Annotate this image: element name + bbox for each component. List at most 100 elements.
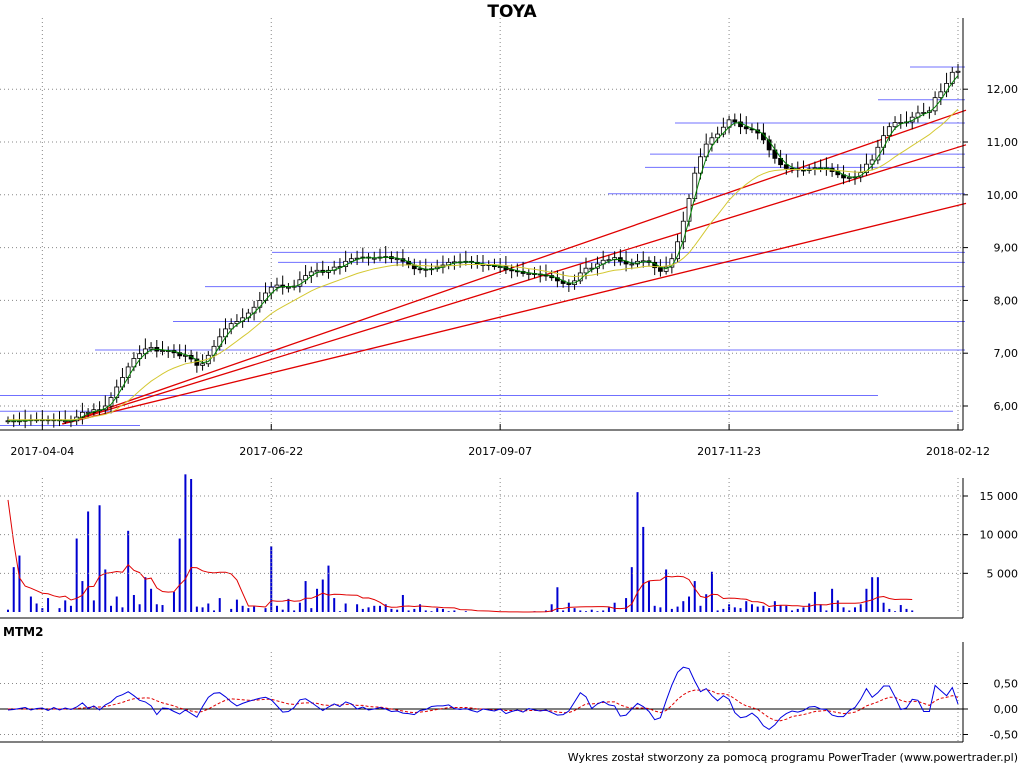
- volume-bar: [293, 610, 296, 612]
- volume-bar: [836, 600, 839, 612]
- volume-bar: [544, 610, 547, 612]
- volume-bar: [195, 606, 198, 612]
- volume-bar: [390, 608, 393, 612]
- volume-bar: [779, 605, 782, 612]
- y-tick-label: 8,00: [994, 294, 1019, 307]
- volume-bar: [333, 598, 336, 612]
- candle-body: [348, 258, 354, 262]
- candle-body: [371, 257, 377, 260]
- volume-bar: [132, 594, 135, 612]
- volume-bar: [710, 571, 713, 612]
- candle-body: [949, 71, 955, 84]
- volume-bar: [253, 606, 256, 612]
- volume-bar: [155, 604, 158, 612]
- volume-bar: [831, 588, 834, 612]
- y-tick-label: 11,00: [987, 136, 1019, 149]
- candle-body: [314, 269, 320, 273]
- y-tick-label: 9,00: [994, 242, 1019, 255]
- volume-bar: [338, 611, 341, 612]
- volume-y-tick-label: 5 000: [987, 567, 1019, 580]
- volume-bar: [888, 608, 891, 612]
- volume-bar: [607, 607, 610, 612]
- candle-body: [743, 126, 749, 130]
- candle-body: [658, 267, 663, 272]
- candle-body: [160, 350, 165, 352]
- volume-bar: [58, 608, 61, 612]
- mtm-signal-line: [8, 689, 959, 722]
- candle-body: [303, 275, 308, 281]
- candle-body: [938, 91, 944, 99]
- candle-body: [217, 336, 223, 347]
- volume-bar: [413, 608, 416, 612]
- volume-bar: [356, 604, 359, 612]
- candle-body: [732, 119, 738, 123]
- volume-bar: [441, 608, 444, 612]
- volume-bar: [150, 588, 153, 612]
- volume-bar: [905, 608, 908, 612]
- volume-bar: [596, 611, 599, 612]
- volume-bar: [602, 610, 605, 612]
- candle-body: [892, 122, 898, 128]
- volume-bar: [87, 511, 90, 612]
- volume-bar: [579, 610, 582, 612]
- volume-bar: [115, 596, 118, 612]
- candle-body: [234, 321, 240, 325]
- volume-bar: [172, 591, 175, 612]
- mtm-y-tick-label: 0,50: [994, 678, 1019, 691]
- volume-y-tick-label: 15 000: [980, 490, 1019, 503]
- candle-body: [858, 172, 864, 178]
- volume-bar: [865, 588, 868, 612]
- volume-bar: [247, 608, 250, 612]
- mtm-line: [7, 666, 959, 731]
- candle-body: [526, 273, 532, 275]
- candle-body: [875, 146, 881, 161]
- volume-bar: [899, 605, 902, 612]
- chart-title: TOYA: [487, 2, 537, 22]
- volume-bar: [361, 608, 364, 612]
- volume-bar: [430, 611, 433, 612]
- volume-bar: [842, 607, 845, 612]
- volume-bar: [161, 605, 164, 612]
- volume-bar: [802, 607, 805, 612]
- volume-bar: [894, 611, 897, 612]
- volume-bar: [819, 604, 822, 612]
- volume-bar: [659, 607, 662, 612]
- candle-body: [612, 257, 618, 261]
- volume-bar: [636, 492, 639, 612]
- volume-bar: [464, 611, 467, 612]
- volume-bar: [733, 607, 736, 612]
- candle-body: [766, 139, 772, 151]
- volume-bar: [573, 608, 576, 612]
- volume-bar: [665, 569, 668, 612]
- candle-body: [125, 366, 131, 378]
- volume-bar: [138, 604, 141, 612]
- volume-bar: [750, 604, 753, 612]
- volume-bar: [401, 594, 404, 612]
- volume-bar: [396, 609, 399, 612]
- candle-body: [286, 286, 291, 289]
- volume-bar: [556, 587, 559, 612]
- candle-body: [955, 70, 961, 73]
- volume-bar: [110, 605, 113, 612]
- candle-body: [583, 267, 589, 274]
- volume-bar: [201, 607, 204, 612]
- trend-line: [62, 109, 967, 425]
- x-tick-label: 2017-04-04: [10, 445, 74, 458]
- candle-body: [417, 268, 423, 271]
- volume-bar: [808, 603, 811, 612]
- volume-bar: [81, 581, 84, 612]
- candle-body: [783, 164, 789, 169]
- volume-bar: [705, 594, 708, 612]
- volume-bar: [590, 609, 593, 612]
- candle-body: [864, 163, 869, 174]
- candle-body: [148, 346, 154, 350]
- volume-bar: [64, 600, 67, 612]
- mtm-panel: -0,50 0,00 0,50: [0, 642, 1019, 743]
- trend-line: [62, 202, 967, 425]
- volume-bar: [728, 604, 731, 612]
- mtm-y-tick-label: 0,00: [994, 703, 1019, 716]
- volume-bar: [12, 567, 15, 612]
- volume-bar: [562, 610, 565, 612]
- x-tick-label: 2017-11-23: [697, 445, 761, 458]
- volume-bar: [716, 610, 719, 612]
